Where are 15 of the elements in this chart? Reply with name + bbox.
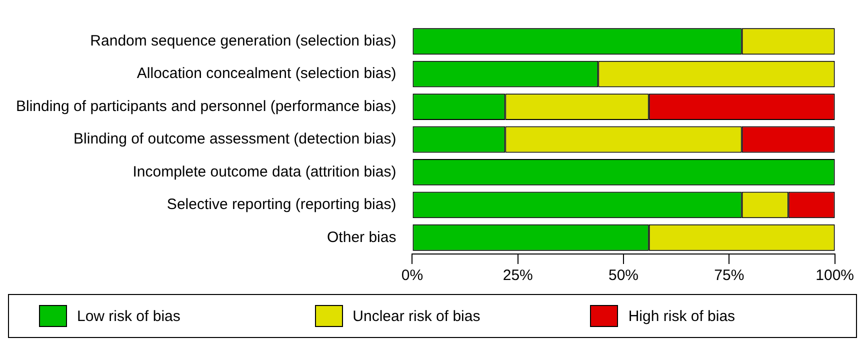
y-tick-label: Allocation concealment (selection bias) xyxy=(136,65,396,82)
y-tick-label: Random sequence generation (selection bias) xyxy=(90,32,396,50)
y-tick-label: Blinding of outcome assessment (detection bias) xyxy=(74,130,396,148)
y-tick-label: Blinding of participants and personnel (performance bias) xyxy=(16,98,396,115)
legend-label: Unclear risk of bias xyxy=(352,308,480,324)
x-tick-label: 25% xyxy=(502,267,533,284)
x-tick-label: 75% xyxy=(714,267,744,284)
legend-label: Low risk of bias xyxy=(77,308,180,324)
legend-label: High risk of bias xyxy=(628,308,736,324)
x-tick-label: 100% xyxy=(816,267,854,284)
y-tick-label: Incomplete outcome data (attrition bias) xyxy=(132,163,396,180)
x-tick-label: 0% xyxy=(401,267,424,284)
y-tick-label: Selective reporting (reporting bias) xyxy=(166,196,396,214)
y-tick-label: Other bias xyxy=(327,228,396,246)
x-tick-label: 50% xyxy=(608,267,639,284)
